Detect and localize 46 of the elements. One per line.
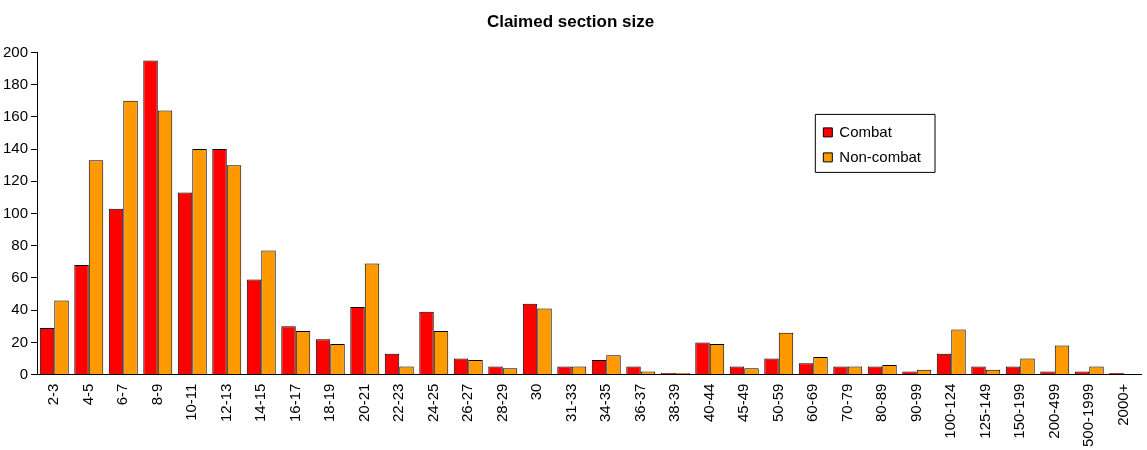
y-tick-label: 40 [11, 300, 29, 318]
x-tick-label: 24-25 [423, 383, 441, 422]
y-tick-label: 180 [3, 74, 29, 92]
x-tick-label: 2-3 [44, 383, 62, 406]
x-tick-label: 31-33 [561, 383, 579, 422]
x-tick-label: 12-13 [216, 383, 234, 422]
x-tick-label: 80-89 [872, 383, 890, 422]
legend-label: Combat [839, 123, 893, 141]
y-tick-label: 200 [3, 42, 29, 60]
x-tick-label: 38-39 [665, 383, 683, 422]
x-tick-label: 22-23 [389, 383, 407, 422]
x-tick-label: 200-499 [1044, 383, 1062, 439]
x-tick-label: 36-37 [630, 383, 648, 422]
x-tick-label: 40-44 [699, 383, 717, 422]
x-tick-label: 28-29 [492, 383, 510, 422]
y-tick-label: 80 [11, 235, 29, 253]
x-tick-label: 2000+ [1113, 383, 1131, 426]
legend-label: Non-combat [839, 148, 922, 166]
x-tick-label: 6-7 [113, 383, 131, 406]
y-tick-label: 160 [3, 106, 29, 124]
x-tick-label: 18-19 [320, 383, 338, 422]
y-tick-label: 20 [11, 332, 29, 350]
x-tick-label: 500-1999 [1079, 383, 1097, 448]
y-tick-label: 0 [19, 364, 29, 382]
x-tick-label: 60-69 [803, 383, 821, 422]
x-tick-label: 26-27 [458, 383, 476, 422]
x-tick-label: 100-124 [941, 383, 959, 439]
x-tick-label: 20-21 [354, 383, 372, 422]
x-tick-label: 70-79 [837, 383, 855, 422]
x-tick-label: 10-11 [182, 383, 200, 421]
chart-title: Claimed section size [486, 11, 655, 31]
x-tick-label: 50-59 [768, 383, 786, 422]
x-tick-label: 4-5 [78, 383, 96, 406]
x-tick-label: 125-149 [975, 383, 993, 439]
x-tick-label: 8-9 [147, 383, 165, 406]
x-tick-label: 14-15 [251, 383, 269, 422]
x-tick-label: 34-35 [596, 383, 614, 422]
x-tick-label: 30 [527, 383, 545, 401]
y-tick-label: 100 [3, 203, 29, 221]
x-tick-label: 150-199 [1010, 383, 1028, 439]
y-tick-label: 140 [3, 139, 29, 157]
x-tick-label: 16-17 [285, 383, 303, 422]
x-tick-label: 45-49 [734, 383, 752, 422]
x-tick-label: 90-99 [906, 383, 924, 422]
y-tick-label: 60 [11, 268, 29, 286]
y-tick-label: 120 [3, 171, 29, 189]
